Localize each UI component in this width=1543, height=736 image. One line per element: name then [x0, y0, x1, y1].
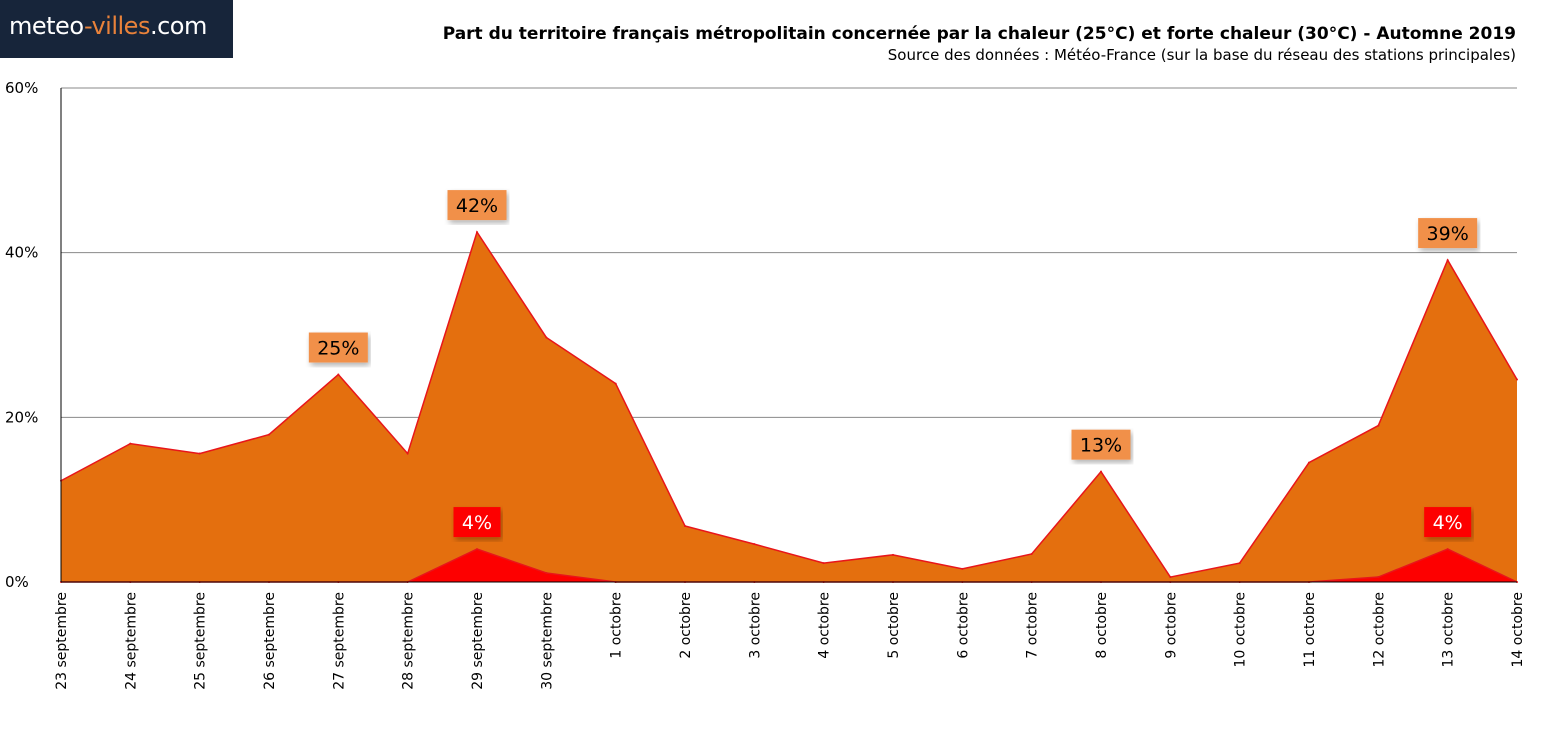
x-tick-label: 26 septembre [262, 592, 278, 690]
data-point [1516, 378, 1518, 381]
data-label: 39% [1427, 223, 1469, 245]
data-point [1377, 576, 1380, 579]
logo-text-com: .com [149, 12, 207, 40]
chart-subtitle: Source des données : Météo-France (sur l… [887, 46, 1516, 64]
x-tick-label: 13 octobre [1441, 592, 1457, 668]
x-tick-label: 12 octobre [1371, 592, 1387, 668]
x-tick-label: 14 octobre [1510, 592, 1526, 668]
chart-title: Part du territoire français métropolitai… [442, 24, 1516, 44]
data-labels: 25% 42% 13% 39% 4% 4% [308, 190, 1478, 538]
x-tick-label: 29 septembre [470, 592, 486, 690]
data-label: 13% [1080, 435, 1122, 457]
axes: 0% 20% 40% 60% 23 septembre 24 septembre 25 se… [5, 79, 1526, 690]
data-point [129, 442, 132, 445]
logo-text-meteo: meteo [9, 12, 84, 40]
x-tick-label: 2 octobre [678, 592, 694, 659]
y-tick-label: 20% [5, 408, 38, 426]
data-point [1169, 576, 1172, 579]
x-tick-label: 9 octobre [1163, 592, 1179, 659]
x-tick-label: 5 octobre [886, 592, 902, 659]
x-tick-label: 1 octobre [609, 592, 625, 659]
data-label: 4% [1433, 512, 1463, 534]
data-point [1446, 259, 1449, 262]
x-tick-label: 10 octobre [1233, 592, 1249, 668]
x-tick-label: 23 septembre [54, 592, 70, 690]
data-point [198, 452, 201, 455]
data-point [1308, 461, 1310, 464]
x-tick-label: 11 octobre [1302, 592, 1318, 668]
x-tick-label: 3 octobre [747, 592, 763, 659]
data-label-box [1071, 429, 1131, 460]
y-tick-label: 60% [5, 79, 38, 97]
data-point [684, 525, 686, 528]
x-tick-label: 28 septembre [401, 592, 417, 690]
x-tick-label: 6 octobre [955, 592, 971, 659]
data-point [892, 553, 894, 556]
site-logo[interactable]: meteo-villes.com [0, 0, 233, 58]
data-point [1377, 424, 1380, 427]
data-point [1446, 548, 1449, 551]
x-tick-label: 27 septembre [331, 592, 347, 690]
data-label: 25% [317, 338, 359, 360]
data-label: 4% [462, 512, 492, 534]
x-tick-label: 25 septembre [193, 592, 209, 690]
data-point [337, 373, 340, 376]
data-label-box [453, 507, 501, 538]
y-tick-label: 40% [5, 244, 38, 262]
data-point [545, 571, 548, 574]
x-tick-label: 8 octobre [1094, 592, 1110, 659]
data-point [545, 336, 548, 339]
x-tick-label: 30 septembre [539, 592, 555, 690]
data-point [1100, 470, 1102, 473]
data-label-box [1424, 507, 1472, 538]
data-point [476, 231, 478, 234]
gridlines [61, 87, 1517, 418]
data-label: 42% [456, 195, 498, 217]
data-point [406, 452, 409, 455]
series-areas [60, 230, 1518, 583]
logo-text-villes: -villes [83, 12, 151, 40]
data-point [614, 382, 617, 385]
data-point [753, 543, 756, 546]
data-point [476, 548, 478, 551]
x-tick-label: 24 septembre [123, 592, 139, 690]
series-area-0 [61, 232, 1517, 583]
data-point [1238, 562, 1241, 565]
x-tick-label: 4 octobre [817, 592, 833, 659]
y-tick-label: 0% [5, 573, 29, 591]
data-point [268, 433, 270, 436]
x-tick-label: 7 octobre [1025, 592, 1041, 659]
data-label-box [447, 190, 507, 221]
series-line-0 [60, 230, 1518, 578]
data-point [822, 562, 825, 565]
data-label-box [1418, 218, 1478, 249]
data-point [1030, 553, 1033, 556]
data-label-box [308, 332, 368, 363]
data-point [961, 567, 964, 570]
